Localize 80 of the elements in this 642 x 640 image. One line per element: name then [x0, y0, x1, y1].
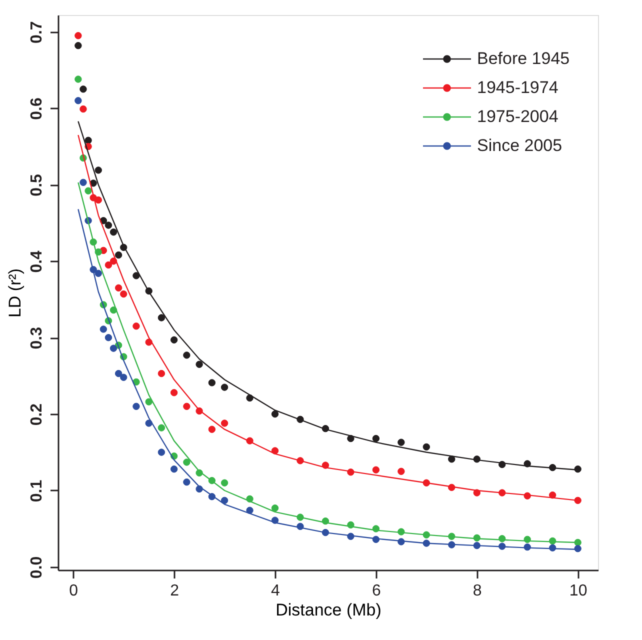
- point: [158, 448, 166, 456]
- point: [246, 506, 254, 514]
- point: [132, 402, 140, 410]
- point: [110, 228, 118, 236]
- point: [132, 378, 140, 386]
- point: [114, 251, 122, 259]
- point: [94, 166, 102, 174]
- point: [170, 336, 178, 344]
- point: [104, 261, 112, 269]
- point: [170, 465, 178, 473]
- point: [170, 389, 178, 396]
- point: [183, 458, 190, 466]
- point: [74, 42, 82, 50]
- point: [271, 410, 279, 418]
- x-tick-label: 10: [569, 582, 588, 600]
- point: [574, 496, 582, 504]
- point: [84, 187, 92, 194]
- point: [398, 438, 405, 446]
- x-tick-label: 8: [472, 582, 482, 600]
- point: [208, 379, 216, 386]
- point: [372, 434, 380, 442]
- point: [145, 398, 152, 406]
- point: [574, 545, 582, 552]
- point: [158, 424, 166, 432]
- point: [104, 222, 112, 229]
- x-tick-label: 0: [69, 582, 78, 600]
- point: [100, 326, 108, 333]
- point: [145, 420, 152, 427]
- point: [208, 426, 216, 433]
- point: [80, 178, 87, 186]
- point: [183, 402, 190, 410]
- point: [158, 314, 166, 322]
- legend-label: 1975-2004: [477, 107, 558, 126]
- legend-label: 1945-1974: [477, 78, 558, 97]
- point: [74, 97, 82, 104]
- y-tick-label: 0.4: [28, 250, 46, 273]
- point: [220, 384, 228, 391]
- y-axis-title: LD (r²): [6, 268, 24, 318]
- point: [120, 374, 128, 381]
- x-tick-label: 4: [271, 582, 280, 600]
- y-tick-label: 0.1: [28, 480, 46, 502]
- point: [80, 86, 87, 93]
- point: [132, 272, 140, 280]
- y-tick-label: 0.3: [28, 326, 46, 350]
- x-tick-label: 2: [170, 582, 180, 600]
- x-axis-title: Distance (Mb): [276, 600, 382, 620]
- point: [110, 344, 118, 352]
- point: [74, 32, 82, 40]
- point: [90, 180, 97, 187]
- point: [220, 479, 228, 486]
- y-tick-label: 0.2: [28, 403, 46, 426]
- y-tick-label: 0.7: [28, 21, 46, 44]
- legend-label: Before 1945: [477, 49, 570, 68]
- y-tick-label: 0.5: [28, 174, 46, 196]
- point: [183, 478, 190, 486]
- point: [80, 105, 87, 113]
- legend-label: Since 2005: [477, 136, 562, 155]
- point: [94, 270, 102, 277]
- point: [74, 76, 82, 83]
- point: [574, 465, 582, 473]
- y-tick-label: 0.6: [28, 98, 46, 120]
- point: [132, 322, 140, 330]
- point: [114, 284, 122, 292]
- point: [448, 456, 456, 463]
- point: [196, 360, 203, 368]
- point: [422, 443, 430, 451]
- point: [372, 466, 380, 474]
- point: [398, 468, 405, 475]
- point: [183, 352, 190, 359]
- point: [84, 136, 92, 144]
- point: [114, 370, 122, 378]
- point: [120, 290, 128, 298]
- point: [94, 196, 102, 204]
- point: [220, 496, 228, 504]
- point: [104, 334, 112, 342]
- point: [220, 420, 228, 427]
- x-tick-label: 6: [372, 582, 381, 600]
- y-tick-label: 0.0: [28, 556, 46, 579]
- point: [158, 370, 166, 378]
- point: [271, 504, 279, 512]
